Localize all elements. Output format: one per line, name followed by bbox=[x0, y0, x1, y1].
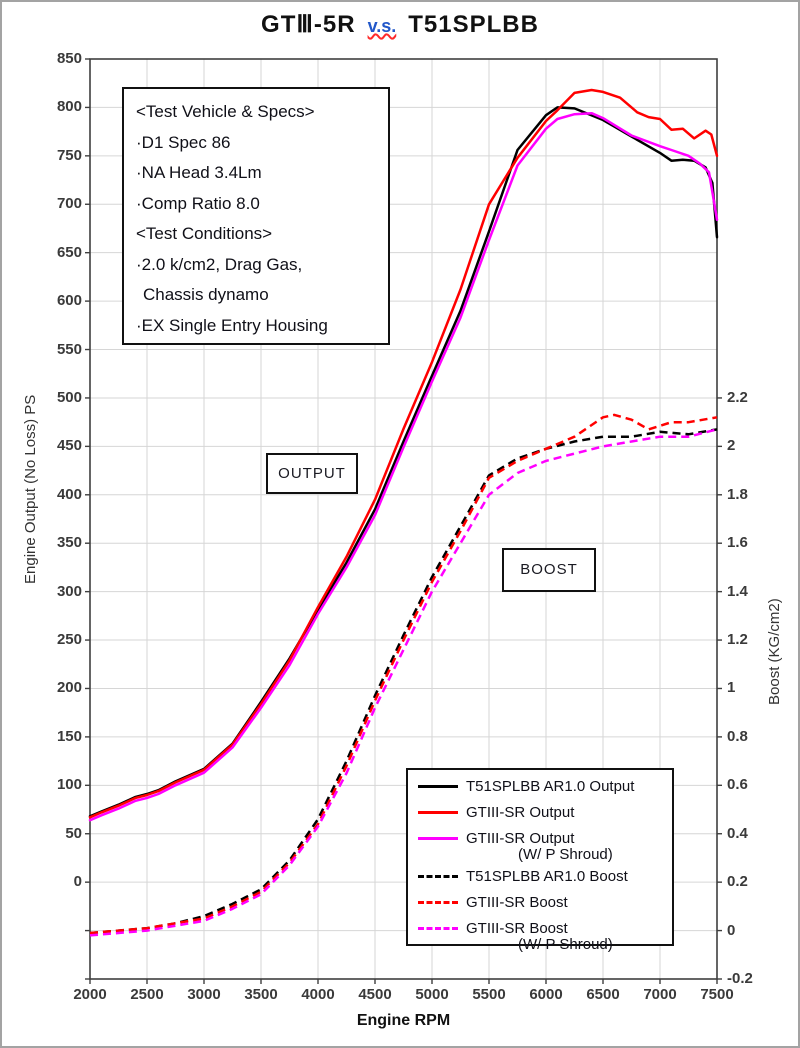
x-axis-title: Engine RPM bbox=[356, 1012, 451, 1029]
legend-item: T51SPLBB AR1.0 Output bbox=[418, 777, 672, 803]
y-right-tick-1.2: 1.2 bbox=[727, 631, 748, 649]
legend: T51SPLBB AR1.0 Output GTIII-SR Output GTII… bbox=[406, 768, 674, 953]
legend-line-sample bbox=[418, 927, 458, 930]
legend-label-line1: GTIII-SR Output bbox=[466, 804, 575, 821]
legend-line-sample bbox=[418, 811, 458, 814]
y-left-tick-350: 350 bbox=[56, 534, 82, 552]
curve-gtiii-sr-boost bbox=[89, 413, 718, 935]
title-right: T51SPLBB bbox=[408, 11, 539, 38]
x-tick-6000: 6000 bbox=[529, 986, 563, 1003]
y-left-tick-50: 50 bbox=[65, 824, 82, 842]
legend-line-sample bbox=[418, 837, 458, 840]
curve-gtiii-sr-output-w-p-shroud- bbox=[88, 111, 719, 822]
title-left: GTⅢ-5R bbox=[261, 11, 356, 38]
test-specs-box: <Test Vehicle & Specs> ·D1 Spec 86 ·NA H… bbox=[122, 87, 390, 345]
output-callout-label: OUTPUT bbox=[266, 453, 358, 494]
legend-item: GTIII-SR Boost (W/ P Shroud) bbox=[418, 919, 672, 957]
x-tick-2500: 2500 bbox=[130, 986, 164, 1003]
legend-item: GTIII-SR Output bbox=[418, 803, 672, 829]
curve-gtiii-sr-output bbox=[88, 88, 719, 819]
y-right-tick-0.6: 0.6 bbox=[727, 776, 748, 794]
y-left-tick-450: 450 bbox=[56, 437, 82, 455]
curve-gtiii-sr-boost-w-p-shroud- bbox=[89, 428, 718, 937]
legend-label-line1: GTIII-SR Output bbox=[466, 830, 575, 847]
y-right-tick-0.2: 0.2 bbox=[727, 873, 748, 891]
y-right-tick-2: 2 bbox=[727, 437, 736, 455]
y-axis-title-right: Boost (KG/cm2) bbox=[766, 598, 783, 705]
y-left-tick-100: 100 bbox=[56, 776, 82, 794]
legend-item: GTIII-SR Output (W/ P Shroud) bbox=[418, 829, 672, 867]
y-right-tick-1.8: 1.8 bbox=[727, 485, 748, 503]
y-left-tick-600: 600 bbox=[56, 292, 82, 310]
x-tick-4500: 4500 bbox=[358, 986, 392, 1003]
y-right-tick--0.2: -0.2 bbox=[727, 970, 753, 987]
y-left-tick-150: 150 bbox=[56, 727, 82, 745]
spec-line: ·D1 Spec 86 bbox=[136, 132, 231, 152]
y-left-tick-500: 500 bbox=[56, 388, 82, 406]
spec-line: <Test Conditions> bbox=[136, 224, 273, 243]
legend-label-line1: GTIII-SR Boost bbox=[466, 894, 568, 911]
y-left-tick-0: 0 bbox=[73, 873, 82, 891]
legend-label-line1: T51SPLBB AR1.0 Output bbox=[466, 778, 635, 795]
y-right-tick-1.6: 1.6 bbox=[727, 534, 748, 552]
x-tick-6500: 6500 bbox=[586, 986, 620, 1003]
y-right-tick-0.8: 0.8 bbox=[727, 727, 748, 745]
legend-label: GTIII-SR Boost bbox=[466, 893, 568, 912]
y-left-tick-200: 200 bbox=[56, 679, 82, 697]
y-left-tick-850: 850 bbox=[56, 50, 82, 67]
legend-label-line2: (W/ P Shroud) bbox=[518, 846, 613, 863]
x-tick-5000: 5000 bbox=[415, 986, 449, 1003]
y-right-tick-1.4: 1.4 bbox=[727, 582, 748, 600]
boost-callout-label: BOOST bbox=[502, 548, 596, 592]
legend-label: GTIII-SR Boost (W/ P Shroud) bbox=[466, 919, 613, 954]
spec-line: ·EX Single Entry Housing bbox=[136, 315, 328, 335]
title-vs: v.s. bbox=[367, 16, 397, 36]
legend-label: T51SPLBB AR1.0 Output bbox=[466, 777, 634, 796]
x-tick-4000: 4000 bbox=[301, 986, 335, 1003]
y-right-tick-0.4: 0.4 bbox=[727, 824, 748, 842]
spec-line: ·NA Head 3.4Lm bbox=[136, 163, 262, 182]
y-axis-title-left: Engine Output (No Loss) PS bbox=[22, 394, 39, 584]
legend-line-sample bbox=[418, 901, 458, 904]
legend-line-sample bbox=[418, 785, 458, 788]
legend-label: GTIII-SR Output bbox=[466, 803, 574, 822]
x-tick-2000: 2000 bbox=[73, 986, 107, 1003]
legend-label: GTIII-SR Output (W/ P Shroud) bbox=[466, 829, 613, 864]
x-tick-3000: 3000 bbox=[187, 986, 221, 1003]
y-right-tick-2.2: 2.2 bbox=[727, 388, 748, 406]
plot-frame bbox=[89, 58, 718, 980]
curve-t51splbb-ar1-0-boost bbox=[89, 428, 718, 935]
legend-item: GTIII-SR Boost bbox=[418, 893, 672, 919]
x-tick-7000: 7000 bbox=[643, 986, 677, 1003]
spec-line: Chassis dynamo bbox=[143, 285, 269, 304]
legend-label-line1: T51SPLBB AR1.0 Boost bbox=[466, 868, 628, 885]
y-left-tick-250: 250 bbox=[56, 631, 82, 649]
y-right-tick-1: 1 bbox=[727, 679, 736, 697]
y-left-tick-750: 750 bbox=[56, 146, 82, 164]
spec-line: ·2.0 k/cm2, Drag Gas, bbox=[136, 254, 303, 274]
legend-label: T51SPLBB AR1.0 Boost bbox=[466, 867, 628, 886]
x-tick-3500: 3500 bbox=[244, 986, 278, 1003]
y-left-tick-400: 400 bbox=[56, 485, 82, 503]
y-left-tick-300: 300 bbox=[56, 582, 82, 600]
spec-line: ·Comp Ratio 8.0 bbox=[136, 193, 260, 213]
x-tick-5500: 5500 bbox=[472, 986, 506, 1003]
legend-label-line1: GTIII-SR Boost bbox=[466, 920, 568, 937]
legend-item: T51SPLBB AR1.0 Boost bbox=[418, 867, 672, 893]
x-tick-7500: 7500 bbox=[700, 986, 734, 1003]
y-right-tick-0: 0 bbox=[727, 921, 736, 939]
legend-line-sample bbox=[418, 875, 458, 878]
y-left-tick-800: 800 bbox=[56, 98, 82, 116]
y-left-tick-550: 550 bbox=[56, 340, 82, 358]
chart-title: GTⅢ-5R v.s. T51SPLBB bbox=[2, 10, 798, 39]
legend-label-line2: (W/ P Shroud) bbox=[518, 936, 613, 953]
y-left-tick-700: 700 bbox=[56, 195, 82, 213]
spec-line: <Test Vehicle & Specs> bbox=[136, 102, 315, 121]
y-left-tick-650: 650 bbox=[56, 243, 82, 261]
